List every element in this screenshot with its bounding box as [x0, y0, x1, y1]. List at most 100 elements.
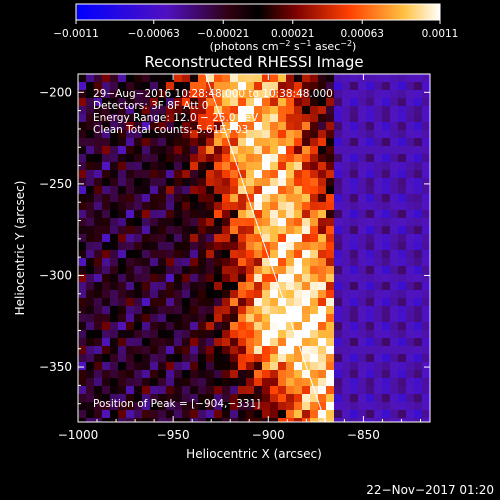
- heatmap-cell: [230, 410, 238, 418]
- colorbar-tick-label: 0.00021: [271, 28, 314, 40]
- heatmap-cell: [174, 186, 182, 194]
- heatmap-cell: [382, 370, 390, 378]
- heatmap-cell: [198, 106, 206, 114]
- heatmap-cell: [222, 274, 230, 282]
- heatmap-cell: [110, 90, 118, 98]
- heatmap-cell: [398, 410, 406, 418]
- heatmap-cell: [278, 290, 286, 298]
- heatmap-cell: [230, 226, 238, 234]
- heatmap-cell: [366, 218, 374, 226]
- heatmap-cell: [214, 82, 222, 90]
- heatmap-cell: [182, 298, 190, 306]
- heatmap-cell: [118, 242, 126, 250]
- heatmap-cell: [86, 130, 94, 138]
- heatmap-cell: [286, 370, 294, 378]
- heatmap-cell: [126, 290, 134, 298]
- heatmap-cell: [102, 370, 110, 378]
- solar-limb-line: [205, 74, 326, 422]
- heatmap-cell: [238, 370, 246, 378]
- heatmap-cell: [366, 282, 374, 290]
- heatmap-cell: [382, 394, 390, 402]
- heatmap-cell: [174, 130, 182, 138]
- heatmap-cell: [310, 170, 318, 178]
- heatmap-cell: [422, 98, 430, 106]
- heatmap-cell: [78, 226, 86, 234]
- heatmap-cell: [238, 74, 246, 82]
- heatmap-cell: [182, 282, 190, 290]
- heatmap-cell: [270, 282, 278, 290]
- heatmap-cell: [110, 74, 118, 82]
- heatmap-cell: [230, 74, 238, 82]
- heatmap-cell: [230, 122, 238, 130]
- heatmap-cell: [326, 266, 334, 274]
- heatmap-cell: [326, 354, 334, 362]
- heatmap-cell: [78, 90, 86, 98]
- heatmap-cell: [414, 322, 422, 330]
- heatmap-cell: [414, 370, 422, 378]
- heatmap-cell: [318, 322, 326, 330]
- heatmap-cell: [294, 370, 302, 378]
- heatmap-cell: [78, 314, 86, 322]
- heatmap-cell: [414, 106, 422, 114]
- heatmap-cell: [350, 114, 358, 122]
- heatmap-cell: [334, 362, 342, 370]
- heatmap-cell: [294, 250, 302, 258]
- heatmap-cell: [94, 186, 102, 194]
- heatmap-cell: [326, 362, 334, 370]
- heatmap-cell: [414, 146, 422, 154]
- heatmap-cell: [398, 354, 406, 362]
- heatmap-cell: [134, 370, 142, 378]
- heatmap-cell: [126, 146, 134, 154]
- heatmap-cell: [214, 242, 222, 250]
- heatmap-cell: [214, 290, 222, 298]
- heatmap-cell: [238, 298, 246, 306]
- heatmap-cell: [174, 330, 182, 338]
- heatmap-cell: [286, 210, 294, 218]
- heatmap-cell: [270, 354, 278, 362]
- heatmap-cell: [302, 306, 310, 314]
- heatmap-cell: [262, 218, 270, 226]
- heatmap-cell: [78, 178, 86, 186]
- heatmap-cell: [134, 418, 142, 422]
- heatmap-cell: [158, 90, 166, 98]
- heatmap-cell: [246, 122, 254, 130]
- heatmap-cell: [150, 410, 158, 418]
- heatmap-cell: [102, 162, 110, 170]
- heatmap-cell: [366, 178, 374, 186]
- heatmap-cell: [198, 378, 206, 386]
- heatmap-cell: [398, 346, 406, 354]
- heatmap-cell: [150, 290, 158, 298]
- heatmap-cell: [214, 378, 222, 386]
- heatmap-cell: [158, 154, 166, 162]
- heatmap-cell: [350, 178, 358, 186]
- heatmap-cell: [366, 226, 374, 234]
- heatmap-cell: [134, 186, 142, 194]
- heatmap-cell: [326, 74, 334, 82]
- heatmap-cell: [86, 74, 94, 82]
- heatmap-cell: [110, 322, 118, 330]
- heatmap-cell: [110, 114, 118, 122]
- heatmap-cell: [318, 402, 326, 410]
- heatmap-cell: [206, 194, 214, 202]
- heatmap-cell: [78, 378, 86, 386]
- heatmap-cell: [78, 290, 86, 298]
- heatmap-cell: [278, 242, 286, 250]
- heatmap-cell: [222, 282, 230, 290]
- heatmap-cell: [278, 226, 286, 234]
- heatmap-cell: [142, 354, 150, 362]
- heatmap-cell: [374, 378, 382, 386]
- heatmap-cell: [198, 202, 206, 210]
- heatmap-cell: [334, 98, 342, 106]
- heatmap-cell: [310, 274, 318, 282]
- heatmap-cell: [406, 386, 414, 394]
- heatmap-cell: [230, 146, 238, 154]
- heatmap-cell: [270, 266, 278, 274]
- heatmap-cell: [174, 386, 182, 394]
- heatmap-cell: [214, 146, 222, 154]
- heatmap-cell: [310, 322, 318, 330]
- heatmap-cell: [134, 330, 142, 338]
- heatmap-cell: [422, 226, 430, 234]
- heatmap-cell: [374, 402, 382, 410]
- heatmap-cell: [86, 146, 94, 154]
- heatmap-cell: [398, 338, 406, 346]
